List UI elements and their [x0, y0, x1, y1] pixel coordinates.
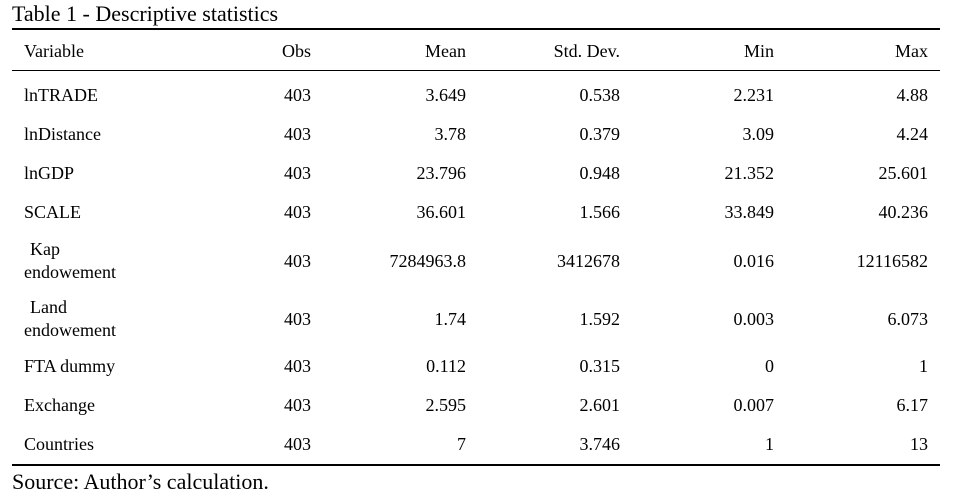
cell-obs: 403 [284, 394, 311, 415]
variable-line: Land [30, 297, 67, 317]
table-row: Kap endowement 403 7284963.8 3412678 0.0… [0, 233, 960, 289]
cell-min: 2.231 [733, 84, 775, 105]
table-row: lnDistance 403 3.78 0.379 3.09 4.24 [0, 115, 960, 153]
cell-variable: lnGDP [24, 162, 75, 183]
cell-mean: 7 [457, 433, 466, 454]
table-row: SCALE 403 36.601 1.566 33.849 40.236 [0, 193, 960, 231]
cell-mean: 36.601 [416, 201, 467, 222]
header-obs: Obs [281, 41, 311, 61]
table-title: Table 1 - Descriptive statistics [12, 1, 279, 26]
cell-max: 13 [910, 433, 928, 454]
cell-std-dev: 0.538 [579, 84, 621, 105]
cell-min: 0.003 [733, 308, 775, 329]
cell-obs: 403 [284, 162, 311, 183]
variable-line: Kap [30, 239, 60, 259]
table-row: lnTRADE 403 3.649 0.538 2.231 4.88 [0, 76, 960, 114]
source-note: Source: Author’s calculation. [12, 469, 269, 494]
table-top-rule [12, 28, 940, 30]
cell-std-dev: 1.592 [579, 308, 621, 329]
cell-max: 25.601 [878, 162, 929, 183]
table-row: lnGDP 403 23.796 0.948 21.352 25.601 [0, 154, 960, 192]
cell-std-dev: 0.948 [579, 162, 621, 183]
table-row: FTA dummy 403 0.112 0.315 0 1 [0, 347, 960, 385]
cell-obs: 403 [284, 84, 311, 105]
cell-mean: 2.595 [425, 394, 467, 415]
variable-line: endowement [24, 320, 116, 340]
header-min: Min [743, 41, 774, 61]
cell-variable: SCALE [24, 201, 82, 222]
cell-obs: 403 [284, 355, 311, 376]
cell-variable: FTA dummy [24, 355, 116, 376]
cell-max: 1 [919, 355, 928, 376]
cell-max: 4.88 [896, 84, 929, 105]
cell-variable: lnTRADE [24, 84, 98, 105]
cell-variable: Kap endowement [24, 233, 204, 289]
cell-min: 1 [765, 433, 774, 454]
cell-variable: Land endowement [24, 291, 204, 347]
cell-max: 40.236 [878, 201, 929, 222]
cell-max: 12116582 [856, 250, 928, 271]
table-row: Exchange 403 2.595 2.601 0.007 6.17 [0, 386, 960, 424]
cell-std-dev: 0.315 [579, 355, 621, 376]
cell-mean: 1.74 [434, 308, 467, 329]
header-variable: Variable [24, 41, 84, 61]
table-row: Land endowement 403 1.74 1.592 0.003 6.0… [0, 291, 960, 347]
cell-std-dev: 1.566 [579, 201, 621, 222]
cell-max: 4.24 [896, 123, 929, 144]
cell-mean: 7284963.8 [389, 250, 467, 271]
cell-variable: lnDistance [24, 123, 101, 144]
cell-obs: 403 [284, 433, 311, 454]
table-header-rule [12, 70, 940, 71]
header-std-dev: Std. Dev. [553, 41, 620, 61]
cell-obs: 403 [284, 250, 311, 271]
cell-min: 0.016 [733, 250, 775, 271]
table-row: Countries 403 7 3.746 1 13 [0, 425, 960, 463]
cell-obs: 403 [284, 123, 311, 144]
cell-max: 6.073 [887, 308, 929, 329]
cell-min: 33.849 [724, 201, 775, 222]
cell-obs: 403 [284, 201, 311, 222]
cell-min: 0.007 [733, 394, 775, 415]
cell-variable: Exchange [24, 394, 95, 415]
cell-std-dev: 3.746 [579, 433, 621, 454]
cell-mean: 0.112 [426, 355, 466, 376]
variable-line: endowement [24, 262, 116, 282]
cell-std-dev: 3412678 [557, 250, 620, 271]
table-bottom-rule [12, 464, 940, 466]
cell-obs: 403 [284, 308, 311, 329]
cell-std-dev: 2.601 [579, 394, 621, 415]
cell-min: 21.352 [724, 162, 775, 183]
cell-mean: 23.796 [416, 162, 467, 183]
cell-min: 0 [765, 355, 774, 376]
cell-mean: 3.649 [425, 84, 467, 105]
cell-mean: 3.78 [434, 123, 467, 144]
header-mean: Mean [425, 41, 466, 61]
cell-max: 6.17 [896, 394, 929, 415]
cell-min: 3.09 [742, 123, 775, 144]
header-max: Max [895, 41, 928, 61]
cell-variable: Countries [24, 433, 94, 454]
cell-std-dev: 0.379 [579, 123, 621, 144]
